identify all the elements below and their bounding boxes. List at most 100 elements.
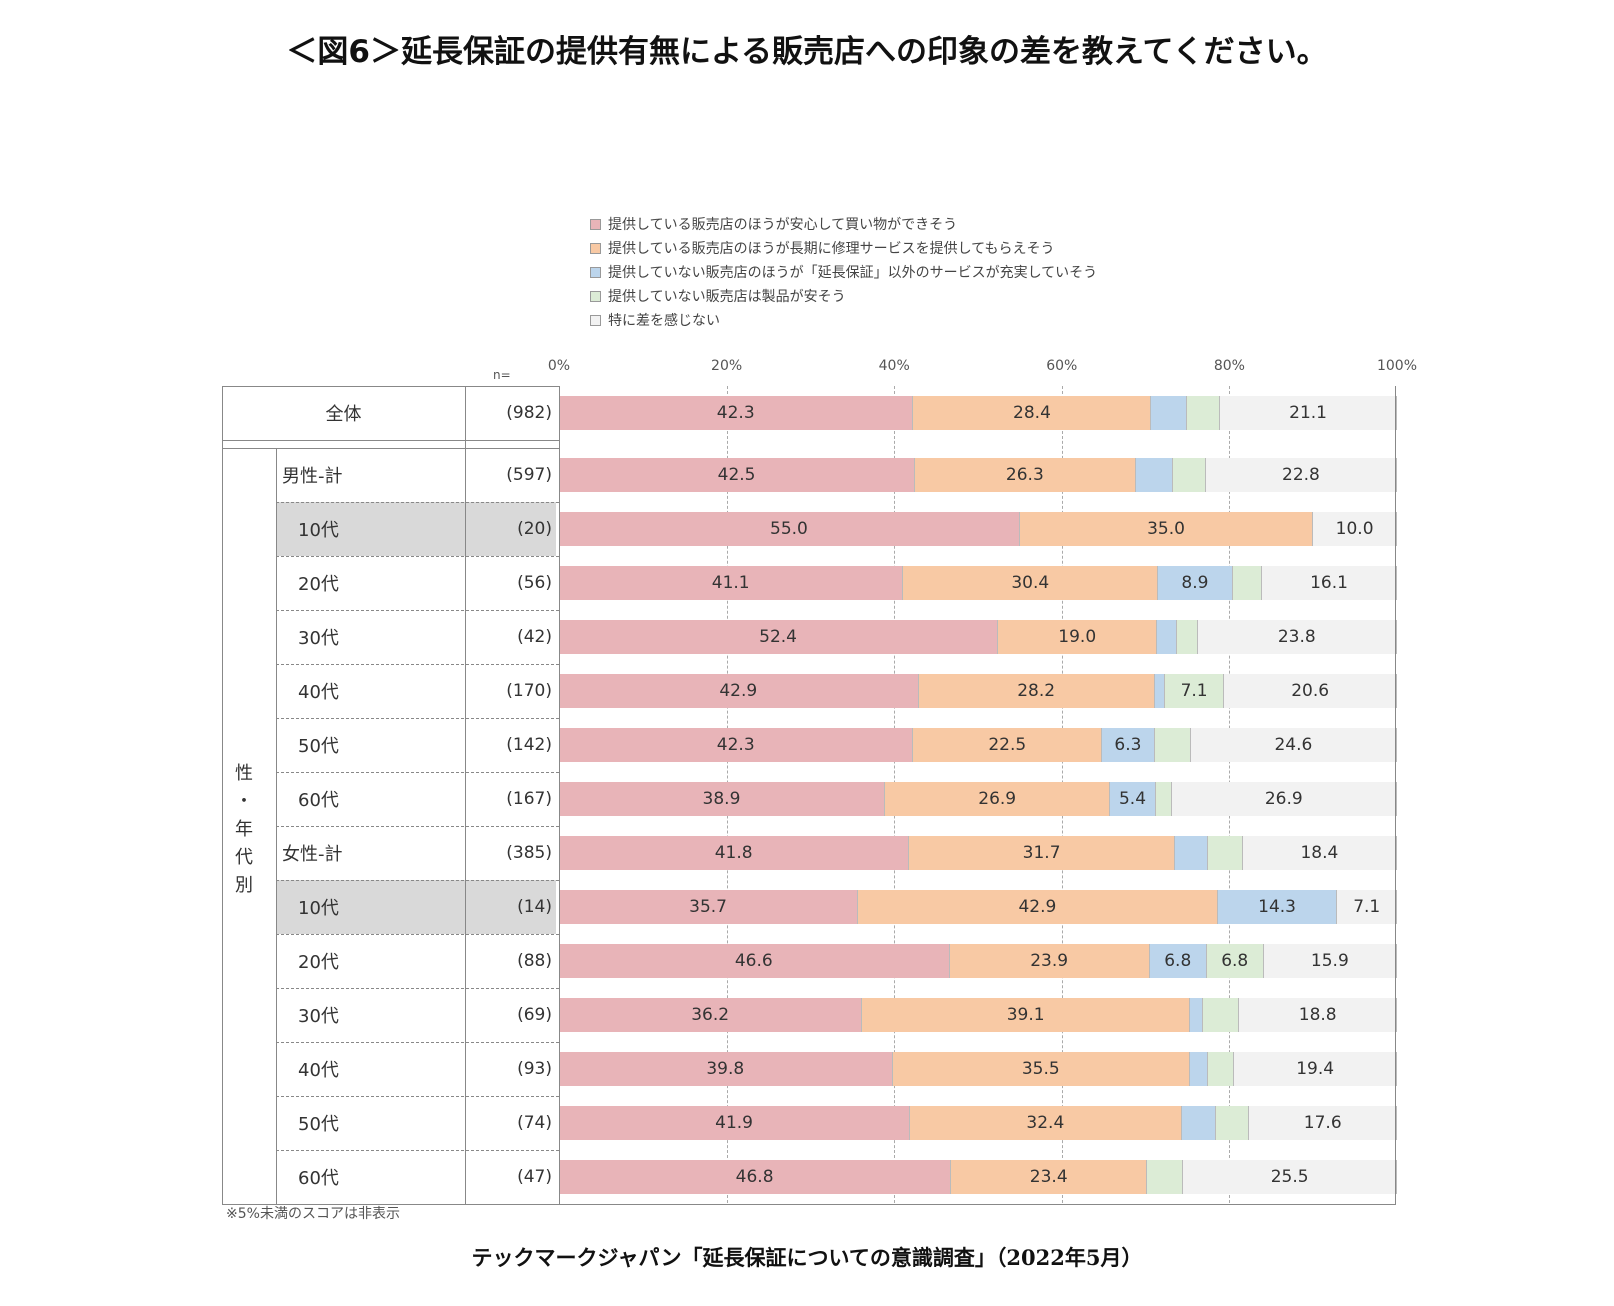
row-n-value: (69) xyxy=(517,1005,552,1025)
bar-segment xyxy=(1155,782,1172,816)
table-rule xyxy=(222,386,559,387)
row-label: 10代 xyxy=(276,880,465,934)
bar-segment: 26.3 xyxy=(915,458,1136,492)
bar-segment: 24.6 xyxy=(1190,728,1397,762)
stacked-bar: 39.8 35.5 19.4 xyxy=(559,1052,1397,1086)
bar-segment: 15.9 xyxy=(1263,944,1397,978)
stacked-bar: 41.8 31.7 18.4 xyxy=(559,836,1397,870)
bar-segment: 39.1 xyxy=(862,998,1190,1032)
stacked-bar: 41.9 32.4 17.6 xyxy=(559,1106,1397,1140)
side-label-char: 代 xyxy=(235,847,253,868)
axis-tick-label: 80% xyxy=(1213,358,1245,374)
legend-label: 特に差を感じない xyxy=(608,313,720,329)
bar-segment: 19.4 xyxy=(1234,1052,1397,1086)
bar-segment: 20.6 xyxy=(1224,674,1397,708)
table-rule xyxy=(276,1096,559,1097)
table-rule xyxy=(222,1204,1396,1205)
bar-segment xyxy=(1202,998,1240,1032)
source-caption: テックマークジャパン「延長保証についての意識調査」（2022年5月） xyxy=(471,1245,1143,1270)
bar-segment xyxy=(1147,1160,1184,1194)
legend-swatch xyxy=(590,290,601,302)
bar-segment: 14.3 xyxy=(1217,890,1338,924)
stacked-bar: 38.9 26.9 5.4 26.9 xyxy=(559,782,1397,816)
bar-segment: 26.9 xyxy=(1171,782,1397,816)
legend-swatch xyxy=(590,266,601,278)
stacked-bar: 42.5 26.3 22.8 xyxy=(559,458,1397,492)
table-rule xyxy=(276,664,559,665)
stacked-bar: 55.0 35.0 10.0 xyxy=(559,512,1397,546)
row-n-value: (597) xyxy=(506,465,552,485)
row-n-value: (42) xyxy=(517,627,552,647)
table-rule xyxy=(222,386,223,1204)
bar-segment: 39.8 xyxy=(559,1052,893,1086)
bar-segment: 28.4 xyxy=(913,396,1152,430)
bar-segment: 23.8 xyxy=(1197,620,1397,654)
axis-tick-label: 100% xyxy=(1376,358,1418,374)
chart-row: 10代 (14) 35.7 42.9 14.3 7.1 xyxy=(222,880,1397,934)
table-rule xyxy=(559,386,560,1204)
bar-segment: 42.5 xyxy=(559,458,916,492)
table-rule xyxy=(276,826,559,827)
bar-segment: 46.6 xyxy=(559,944,950,978)
row-n-value: (74) xyxy=(517,1113,552,1133)
legend-swatch xyxy=(590,218,601,230)
bar-segment xyxy=(1173,458,1206,492)
bar-segment: 36.2 xyxy=(559,998,863,1032)
row-n-value: (14) xyxy=(465,880,556,934)
chart-row: 全体 (982) 42.3 28.4 21.1 xyxy=(222,386,1397,440)
bar-segment xyxy=(1154,674,1165,708)
bar-segment: 31.7 xyxy=(909,836,1175,870)
legend-label: 提供していない販売店のほうが「延長保証」以外のサービスが充実していそう xyxy=(608,265,1098,281)
bar-segment: 7.1 xyxy=(1164,674,1225,708)
row-label: 男性-計 xyxy=(282,466,343,487)
bar-segment: 22.8 xyxy=(1205,458,1397,492)
stacked-bar: 46.8 23.4 25.5 xyxy=(559,1160,1397,1194)
bar-segment: 30.4 xyxy=(903,566,1159,600)
stacked-bar: 46.6 23.9 6.8 6.8 15.9 xyxy=(559,944,1397,978)
row-n-value: (142) xyxy=(506,735,552,755)
bar-segment: 17.6 xyxy=(1249,1106,1397,1140)
legend-item: 提供している販売店のほうが長期に修理サービスを提供してもらえそう xyxy=(590,236,1097,260)
axis-tick-label: 0% xyxy=(547,358,571,374)
legend-item: 提供している販売店のほうが安心して買い物ができそう xyxy=(590,212,1097,236)
bar-segment xyxy=(1208,1052,1235,1086)
table-rule xyxy=(276,448,277,1204)
chart-row: 30代 (69) 36.2 39.1 18.8 xyxy=(222,988,1397,1042)
bar-segment: 6.8 xyxy=(1206,944,1264,978)
row-label: 60代 xyxy=(298,790,339,811)
chart-title: ＜図6＞延長保証の提供有無による販売店への印象の差を教えてください。 xyxy=(286,34,1328,70)
bar-segment xyxy=(1135,458,1174,492)
row-label: 20代 xyxy=(298,574,339,595)
stacked-bar: 42.9 28.2 7.1 20.6 xyxy=(559,674,1397,708)
table-rule xyxy=(1395,386,1396,1204)
chart-row: 30代 (42) 52.4 19.0 23.8 xyxy=(222,610,1397,664)
bar-segment: 52.4 xyxy=(559,620,999,654)
row-n-value: (88) xyxy=(517,951,552,971)
row-label: 30代 xyxy=(298,628,339,649)
row-label: 全体 xyxy=(325,404,362,425)
table-rule xyxy=(276,1042,559,1043)
chart-row: 10代 (20) 55.0 35.0 10.0 xyxy=(222,502,1397,556)
chart-row: 60代 (167) 38.9 26.9 5.4 26.9 xyxy=(222,772,1397,826)
bar-segment: 18.8 xyxy=(1239,998,1397,1032)
bar-segment: 35.5 xyxy=(892,1052,1190,1086)
bar-segment xyxy=(1157,620,1178,654)
table-rule xyxy=(276,718,559,719)
bar-segment: 19.0 xyxy=(998,620,1158,654)
row-label: 10代 xyxy=(276,502,465,556)
chart-row: 男性-計 (597) 42.5 26.3 22.8 xyxy=(222,448,1397,502)
table-rule xyxy=(276,988,559,989)
bar-segment: 35.7 xyxy=(559,890,859,924)
row-label: 女性-計 xyxy=(282,844,343,865)
footnote: ※5%未満のスコアは非表示 xyxy=(226,1206,400,1222)
row-label: 30代 xyxy=(298,1006,339,1027)
row-n-value: (385) xyxy=(506,843,552,863)
bar-segment xyxy=(1190,1052,1209,1086)
bar-segment: 6.3 xyxy=(1102,728,1155,762)
bar-segment xyxy=(1177,620,1198,654)
table-rule xyxy=(276,1150,559,1151)
row-n-value: (167) xyxy=(506,789,552,809)
bar-segment: 21.1 xyxy=(1220,396,1397,430)
chart-row: 20代 (56) 41.1 30.4 8.9 16.1 xyxy=(222,556,1397,610)
stacked-bar: 42.3 22.5 6.3 24.6 xyxy=(559,728,1397,762)
